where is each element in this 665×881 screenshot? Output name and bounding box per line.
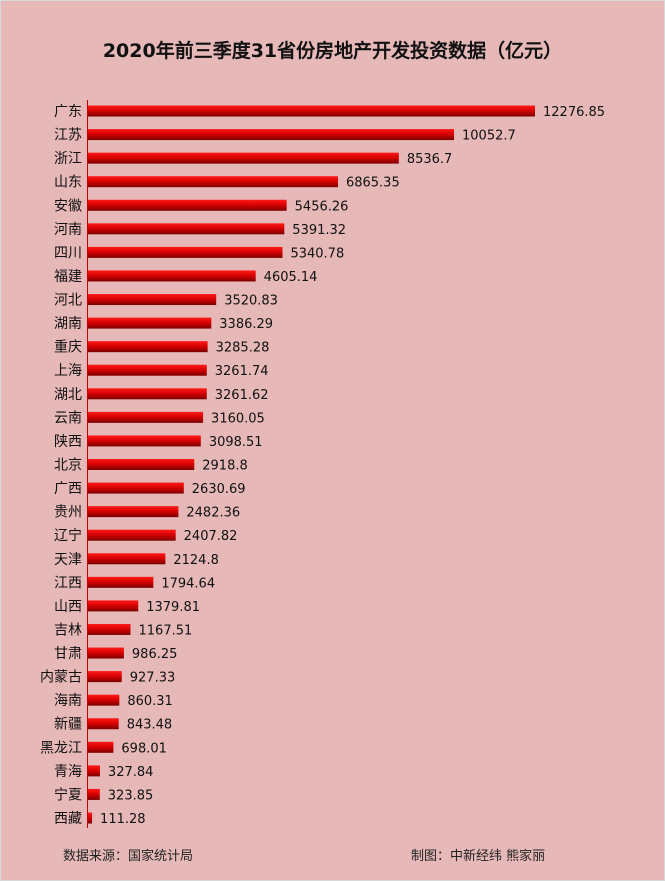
- data-label: 1167.51: [139, 623, 193, 638]
- category-label: 海南: [54, 693, 82, 709]
- bar-黑龙江: [88, 741, 114, 753]
- category-label: 黑龙江: [40, 740, 82, 756]
- bar-吉林: [88, 623, 131, 635]
- data-label: 2482.36: [186, 506, 240, 521]
- data-label: 3261.74: [215, 364, 269, 379]
- bar-新疆: [88, 718, 119, 730]
- bar-重庆: [88, 341, 208, 353]
- category-label: 天津: [54, 552, 82, 568]
- data-label: 927.33: [130, 671, 176, 686]
- category-label: 青海: [54, 764, 82, 780]
- category-label: 宁夏: [54, 786, 82, 803]
- category-label: 四川: [54, 245, 82, 261]
- bar-四川: [88, 246, 283, 258]
- category-label: 贵州: [54, 505, 82, 521]
- data-label: 5391.32: [292, 223, 346, 238]
- data-label: 843.48: [127, 718, 172, 733]
- bar-安徽: [88, 199, 287, 211]
- data-label: 3386.29: [219, 317, 273, 332]
- category-label: 西藏: [54, 811, 82, 827]
- data-label: 3520.83: [224, 294, 278, 309]
- category-label: 甘肃: [54, 646, 82, 662]
- bar-内蒙古: [88, 671, 122, 683]
- category-label: 陕西: [54, 434, 82, 450]
- category-label: 新疆: [54, 717, 82, 733]
- category-label: 北京: [54, 458, 82, 474]
- bar-湖北: [88, 388, 207, 400]
- data-label: 1379.81: [146, 600, 200, 615]
- bar-河北: [88, 294, 217, 306]
- bar-福建: [88, 270, 256, 282]
- chart-credit: 制图：中新经纬 熊家丽: [411, 849, 546, 864]
- category-label: 广西: [54, 481, 82, 497]
- bar-西藏: [88, 812, 93, 824]
- data-label: 698.01: [121, 741, 167, 756]
- bar-贵州: [88, 506, 179, 518]
- data-label: 3285.28: [216, 341, 270, 356]
- data-label: 3160.05: [211, 411, 265, 426]
- bar-江西: [88, 576, 154, 588]
- data-label: 2630.69: [192, 482, 246, 497]
- category-label: 河南: [54, 222, 82, 238]
- bar-广东: [88, 105, 535, 117]
- category-label: 山东: [54, 175, 82, 191]
- data-label: 986.25: [132, 647, 178, 662]
- bar-山西: [88, 600, 139, 612]
- bar-云南: [88, 411, 204, 423]
- bar-陕西: [88, 435, 201, 447]
- data-label: 5456.26: [295, 199, 349, 214]
- data-label: 860.31: [127, 694, 173, 709]
- category-label: 云南: [54, 410, 82, 426]
- category-label: 江西: [54, 575, 82, 591]
- category-label: 湖北: [54, 387, 82, 403]
- bar-广西: [88, 482, 184, 494]
- bar-江苏: [88, 129, 455, 141]
- category-label: 福建: [54, 269, 82, 285]
- category-label: 浙江: [54, 151, 82, 167]
- bar-青海: [88, 765, 100, 777]
- category-label: 河北: [54, 293, 82, 309]
- category-label: 安徽: [54, 198, 82, 214]
- category-label: 重庆: [54, 340, 82, 356]
- data-label: 327.84: [108, 765, 153, 780]
- bar-湖南: [88, 317, 212, 329]
- data-label: 2124.8: [173, 553, 219, 568]
- category-label: 湖南: [54, 316, 82, 332]
- bar-河南: [88, 223, 285, 235]
- category-label: 广东: [54, 104, 82, 120]
- data-label: 1794.64: [161, 576, 215, 591]
- bar-甘肃: [88, 647, 124, 659]
- category-label: 吉林: [54, 622, 82, 638]
- data-label: 4605.14: [264, 270, 318, 285]
- category-label: 江苏: [54, 128, 82, 144]
- data-label: 3098.51: [209, 435, 263, 450]
- data-label: 2407.82: [184, 529, 238, 544]
- bar-宁夏: [88, 788, 100, 800]
- bar-浙江: [88, 152, 399, 164]
- data-label: 111.28: [100, 812, 145, 827]
- bar-辽宁: [88, 529, 176, 541]
- data-label: 8536.7: [407, 152, 453, 167]
- bar-天津: [88, 553, 166, 565]
- data-label: 2918.8: [202, 459, 248, 474]
- data-label: 5340.78: [290, 246, 344, 261]
- data-label: 3261.62: [215, 388, 269, 403]
- data-label: 6865.35: [346, 176, 400, 191]
- data-label: 12276.85: [543, 105, 605, 120]
- bar-海南: [88, 694, 120, 706]
- data-label: 10052.7: [462, 129, 516, 144]
- data-source: 数据来源：国家统计局: [63, 849, 194, 864]
- category-label: 上海: [54, 363, 82, 379]
- category-label: 内蒙古: [40, 670, 82, 686]
- category-label: 辽宁: [54, 527, 82, 544]
- chart-title: 2020年前三季度31省份房地产开发投资数据（亿元）: [102, 40, 563, 62]
- category-label: 山西: [54, 599, 82, 615]
- bar-北京: [88, 459, 195, 470]
- data-label: 323.85: [108, 788, 154, 803]
- bar-山东: [88, 176, 338, 188]
- bar-上海: [88, 364, 207, 376]
